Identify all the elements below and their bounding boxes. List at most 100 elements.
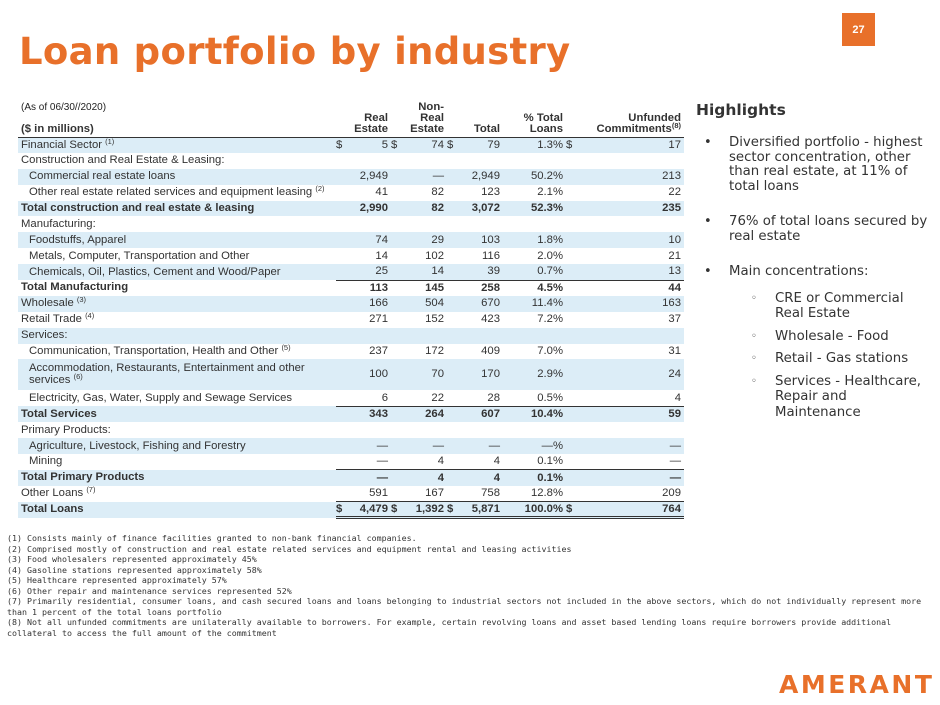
value-cell-re: 2,949 bbox=[348, 168, 391, 185]
value-cell-pct: —% bbox=[503, 438, 566, 455]
value-cell-re: 74 bbox=[348, 232, 391, 249]
dollar-sign-cell bbox=[391, 264, 403, 281]
footnote: (1) Consists mainly of finance facilitie… bbox=[7, 533, 417, 543]
value-cell-unf: 13 bbox=[578, 264, 684, 281]
value-cell-re: 5 bbox=[348, 137, 391, 153]
bullet-dot-icon: • bbox=[704, 264, 712, 279]
dollar-sign-cell bbox=[391, 454, 403, 471]
dollar-sign-cell bbox=[336, 248, 348, 264]
dollar-sign-cell bbox=[566, 469, 578, 486]
bullet-dot-icon: • bbox=[704, 214, 712, 229]
row-label: Electricity, Gas, Water, Supply and Sewa… bbox=[29, 391, 293, 404]
dollar-sign-cell bbox=[391, 295, 403, 312]
value-cell-nre: 152 bbox=[425, 313, 444, 326]
dollar-sign-cell: $ bbox=[566, 137, 578, 153]
dollar-sign-cell bbox=[391, 485, 403, 503]
row-label: Accommodation, Restaurants, Entertainmen… bbox=[18, 359, 336, 391]
table-row: Primary Products: bbox=[18, 422, 684, 438]
dollar-sign-cell bbox=[566, 327, 578, 344]
dollar-sign-cell bbox=[566, 454, 578, 471]
table-row: Communication, Transportation, Health an… bbox=[18, 344, 684, 360]
table-row: Agriculture, Livestock, Fishing and Fore… bbox=[18, 438, 684, 455]
bullet-circle-icon: ◦ bbox=[751, 353, 757, 364]
value-cell-pct: 7.0% bbox=[537, 345, 563, 358]
dollar-sign-cell bbox=[336, 485, 348, 503]
value-cell-unf: 31 bbox=[668, 345, 681, 358]
row-label: Agriculture, Livestock, Fishing and Fore… bbox=[18, 438, 336, 455]
value-cell-unf: 22 bbox=[668, 186, 681, 199]
table-header-row: ($ in millions) Real Estate Non- Real Estat… bbox=[18, 100, 684, 137]
value-cell-tot bbox=[459, 327, 503, 344]
dollar-sign-cell bbox=[447, 312, 459, 328]
value-cell-tot: 170 bbox=[459, 359, 503, 391]
value-cell-nre: 82 bbox=[403, 200, 447, 217]
bullet-circle-icon: ◦ bbox=[751, 375, 757, 387]
dollar-sign-cell bbox=[447, 280, 459, 296]
bullet-dot-icon: • bbox=[704, 135, 712, 150]
footnote: (7) Primarily residential, consumer loan… bbox=[7, 596, 922, 617]
value-cell-nre: 504 bbox=[403, 295, 447, 312]
dollar-sign-cell bbox=[391, 153, 403, 169]
value-cell-re: 41 bbox=[375, 186, 388, 199]
dollar-sign-cell bbox=[566, 168, 578, 185]
value-cell-unf bbox=[578, 327, 684, 344]
dollar-sign-cell bbox=[447, 454, 459, 471]
dollar-sign-cell bbox=[336, 344, 348, 360]
value-cell-pct: 1.3% bbox=[503, 137, 566, 153]
dollar-sign-cell bbox=[336, 153, 348, 169]
dollar-sign-cell bbox=[336, 422, 348, 438]
value-cell-tot: 758 bbox=[459, 485, 503, 503]
value-cell-pct: 0.1% bbox=[503, 469, 566, 486]
value-cell-nre: 29 bbox=[403, 232, 447, 249]
dollar-sign-cell bbox=[391, 185, 403, 201]
footnote: (8) Not all unfunded commitments are uni… bbox=[7, 617, 892, 638]
value-cell-pct: 2.9% bbox=[503, 359, 566, 391]
value-cell-re: 25 bbox=[348, 264, 391, 281]
value-cell-unf: 24 bbox=[578, 359, 684, 391]
value-cell-tot: 258 bbox=[481, 281, 500, 294]
value-cell-nre: 70 bbox=[403, 359, 447, 391]
dollar-sign-cell bbox=[566, 344, 578, 360]
header-non-real-estate: Non- Real Estate bbox=[410, 100, 444, 135]
value-cell-pct bbox=[503, 216, 566, 232]
row-label: Other real estate related services and e… bbox=[29, 184, 325, 199]
dollar-sign-cell bbox=[391, 390, 403, 407]
header-real-estate: Real Estate bbox=[354, 111, 388, 135]
table-row: Accommodation, Restaurants, Entertainmen… bbox=[18, 359, 684, 391]
dollar-sign-cell bbox=[336, 264, 348, 281]
value-cell-nre: 167 bbox=[403, 485, 447, 503]
value-cell-re: 237 bbox=[369, 345, 388, 358]
value-cell-re: — bbox=[348, 469, 391, 486]
as-of-date: (As of 06/30//2020) bbox=[21, 102, 107, 113]
table-row: Manufacturing: bbox=[18, 216, 684, 232]
value-cell-tot bbox=[459, 422, 503, 438]
value-cell-nre bbox=[403, 422, 447, 438]
dollar-sign-cell bbox=[336, 216, 348, 232]
dollar-sign-cell bbox=[566, 232, 578, 249]
row-label: Primary Products: bbox=[21, 423, 111, 436]
dollar-sign-cell: $ bbox=[566, 501, 578, 520]
dollar-sign-cell bbox=[336, 232, 348, 249]
value-cell-pct bbox=[503, 327, 566, 344]
dollar-sign-cell bbox=[391, 327, 403, 344]
dollar-sign-cell bbox=[566, 390, 578, 407]
dollar-sign-cell bbox=[566, 295, 578, 312]
row-label: Manufacturing: bbox=[21, 217, 96, 230]
value-cell-pct: 100.0% bbox=[503, 501, 566, 520]
row-label: Total Services bbox=[18, 406, 336, 423]
table-row: Total Services 343 264 607 10.4% 59 bbox=[18, 406, 684, 423]
dollar-sign-cell bbox=[447, 200, 459, 217]
value-cell-unf: 59 bbox=[578, 406, 684, 423]
value-cell-tot: 39 bbox=[459, 264, 503, 281]
table-row: Financial Sector (1) $5 $74 $79 1.3% $17 bbox=[18, 137, 684, 153]
value-cell-unf bbox=[578, 216, 684, 232]
value-cell-unf: 4 bbox=[578, 390, 684, 407]
footnote: (5) Healthcare represented approximately… bbox=[7, 575, 227, 585]
value-cell-pct: 50.2% bbox=[503, 168, 566, 185]
value-cell-unf: 10 bbox=[578, 232, 684, 249]
header-label: ($ in millions) bbox=[21, 122, 94, 135]
value-cell-re: 271 bbox=[369, 313, 388, 326]
dollar-sign-cell bbox=[391, 406, 403, 423]
value-cell-tot: 2,949 bbox=[459, 168, 503, 185]
value-cell-re: 100 bbox=[348, 359, 391, 391]
